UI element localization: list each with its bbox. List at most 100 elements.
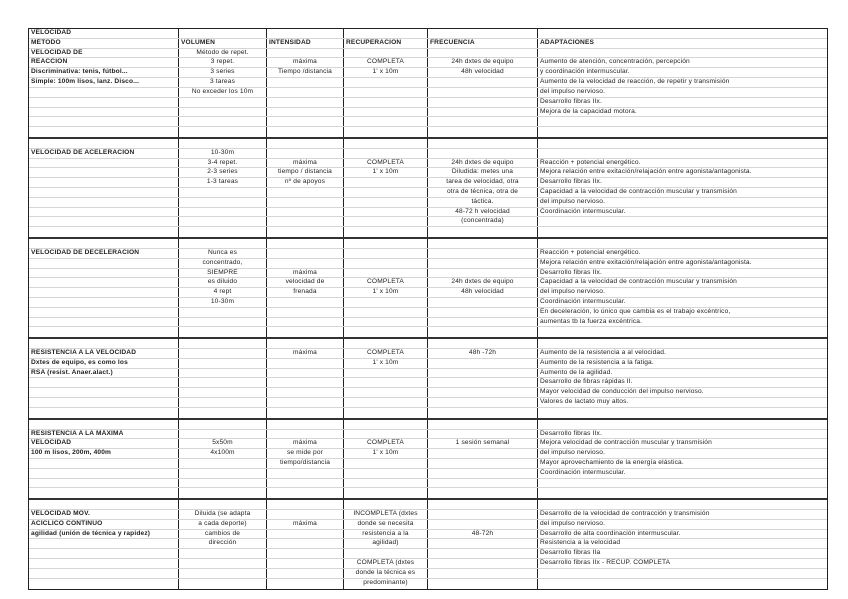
cell-volumen: SIEMPRE bbox=[179, 268, 267, 278]
cell-frecuencia bbox=[428, 317, 538, 327]
cell-adaptaciones: Desarrollo fibras IIx. bbox=[540, 97, 602, 105]
cell-recuperacion bbox=[344, 549, 428, 559]
cell-intensidad: INTENSIDAD bbox=[267, 38, 344, 48]
cell-adaptaciones: Desarrollo fibras IIx. bbox=[540, 178, 602, 186]
cell-frecuencia bbox=[428, 107, 538, 117]
cell-metodo bbox=[29, 168, 179, 178]
cell-metodo: VELOCIDAD bbox=[29, 29, 179, 38]
cell-frecuencia bbox=[428, 297, 538, 307]
cell-metodo bbox=[29, 317, 179, 327]
cell-intensidad bbox=[267, 307, 344, 317]
cell-frecuencia bbox=[428, 458, 538, 468]
table-row: Mayor velocidad de conducción del impuls… bbox=[29, 388, 827, 399]
cell-adaptaciones: Valores de lactato muy altos. bbox=[540, 398, 629, 406]
table-row bbox=[29, 117, 827, 128]
cell-volumen bbox=[179, 398, 267, 407]
cell-intensidad bbox=[267, 429, 344, 439]
cell-volumen bbox=[179, 117, 267, 127]
cell-recuperacion bbox=[344, 339, 428, 348]
cell-frecuencia: 24h dxtes de equipo bbox=[428, 58, 538, 68]
section-velocidad-de-deceleracion: VELOCIDAD DE DECELERACIÓN Nunca es Reacció… bbox=[29, 237, 827, 338]
table-row: 3-4 repet. máxima COMPLETA 24h dxtes de equ… bbox=[29, 158, 827, 169]
cell-frecuencia bbox=[428, 449, 538, 458]
cell-intensidad bbox=[267, 217, 344, 227]
cell-recuperacion bbox=[344, 127, 428, 137]
cell-recuperacion bbox=[344, 407, 428, 418]
cell-metodo bbox=[29, 227, 179, 238]
cell-volumen: Nunca es bbox=[179, 248, 267, 258]
cell-intensidad: máxima bbox=[267, 519, 344, 529]
cell-recuperacion: donde se necesita bbox=[344, 519, 428, 529]
cell-recuperacion bbox=[344, 398, 428, 407]
cell-intensidad: tiempo / distancia bbox=[267, 168, 344, 178]
cell-adaptaciones: Mejora relación entre exitación/relajaci… bbox=[540, 258, 752, 266]
cell-frecuencia: 48-72 h velocidad bbox=[428, 207, 538, 217]
cell-adaptaciones: Capacidad a la velocidad de contracción … bbox=[540, 278, 737, 286]
table-row: Discriminativa: tenis, fútbol... 3 series… bbox=[29, 68, 827, 79]
cell-recuperacion: donde la técnica es bbox=[344, 568, 428, 578]
cell-metodo bbox=[29, 398, 179, 407]
cell-volumen bbox=[179, 500, 267, 509]
cell-intensidad bbox=[267, 107, 344, 117]
cell-metodo bbox=[29, 468, 179, 478]
cell-volumen bbox=[179, 378, 267, 388]
cell-recuperacion: 1' x 10m bbox=[344, 358, 428, 368]
cell-recuperacion bbox=[344, 138, 428, 148]
cell-recuperacion bbox=[344, 239, 428, 248]
cell-adaptaciones: Mejora relación entre exitación/relajaci… bbox=[540, 168, 752, 176]
cell-recuperacion: COMPLETA bbox=[344, 158, 428, 168]
cell-metodo bbox=[29, 339, 179, 348]
cell-frecuencia bbox=[428, 488, 538, 499]
cell-volumen bbox=[179, 568, 267, 578]
cell-volumen bbox=[179, 349, 267, 358]
cell-metodo: VELOCIDAD bbox=[29, 439, 179, 449]
cell-metodo: VELOCIDAD DE bbox=[29, 48, 179, 58]
cell-metodo bbox=[29, 549, 179, 559]
cell-metodo bbox=[29, 388, 179, 398]
table-row bbox=[29, 227, 827, 238]
cell-volumen bbox=[179, 317, 267, 327]
cell-recuperacion: COMPLETA (dxtes bbox=[344, 559, 428, 568]
cell-volumen: VOLUMEN bbox=[179, 38, 267, 48]
cell-recuperacion: 1' x 10m bbox=[344, 68, 428, 78]
cell-metodo bbox=[29, 188, 179, 197]
cell-intensidad bbox=[267, 248, 344, 258]
table-row: tiempo/distancia Mayor aprovechamiento de… bbox=[29, 458, 827, 469]
cell-frecuencia bbox=[428, 268, 538, 278]
cell-frecuencia: FRECUENCIA bbox=[428, 38, 538, 48]
table-row: 1-3 tareas nº de apoyos tarea de velocidad… bbox=[29, 178, 827, 188]
cell-volumen bbox=[179, 407, 267, 418]
cell-adaptaciones bbox=[538, 127, 827, 137]
cell-metodo bbox=[29, 297, 179, 307]
cell-recuperacion bbox=[344, 207, 428, 217]
cell-adaptaciones: ADAPTACIONES bbox=[540, 38, 595, 46]
cell-adaptaciones: Mayor velocidad de conducción del impuls… bbox=[540, 388, 704, 396]
cell-frecuencia bbox=[428, 307, 538, 317]
cell-intensidad bbox=[267, 407, 344, 418]
cell-intensidad bbox=[267, 239, 344, 248]
cell-adaptaciones bbox=[538, 139, 827, 148]
cell-recuperacion: INCOMPLETA (dxtes bbox=[344, 510, 428, 519]
cell-recuperacion bbox=[344, 419, 428, 429]
table-row: VELOCIDAD 5x50m máxima COMPLETA 1 sesión sem… bbox=[29, 439, 827, 450]
cell-frecuencia bbox=[428, 419, 538, 429]
cell-volumen bbox=[179, 29, 267, 38]
cell-metodo bbox=[29, 327, 179, 338]
cell-recuperacion bbox=[344, 307, 428, 317]
cell-frecuencia: tarea de velocidad, otra bbox=[428, 178, 538, 187]
cell-volumen: 3 tareas bbox=[179, 78, 267, 87]
cell-volumen: concentrado, bbox=[179, 258, 267, 268]
cell-frecuencia bbox=[428, 388, 538, 398]
cell-intensidad bbox=[267, 97, 344, 107]
cell-volumen bbox=[179, 327, 267, 338]
cell-intensidad bbox=[267, 368, 344, 378]
cell-recuperacion bbox=[344, 429, 428, 439]
table-row: otra de técnica, otra de Capacidad a la v… bbox=[29, 188, 827, 198]
table-row bbox=[29, 419, 827, 430]
cell-frecuencia bbox=[428, 500, 538, 509]
cell-recuperacion bbox=[344, 78, 428, 87]
cell-metodo bbox=[29, 419, 179, 429]
cell-recuperacion bbox=[344, 258, 428, 268]
cell-metodo bbox=[29, 178, 179, 187]
cell-recuperacion: 1' x 10m bbox=[344, 168, 428, 178]
